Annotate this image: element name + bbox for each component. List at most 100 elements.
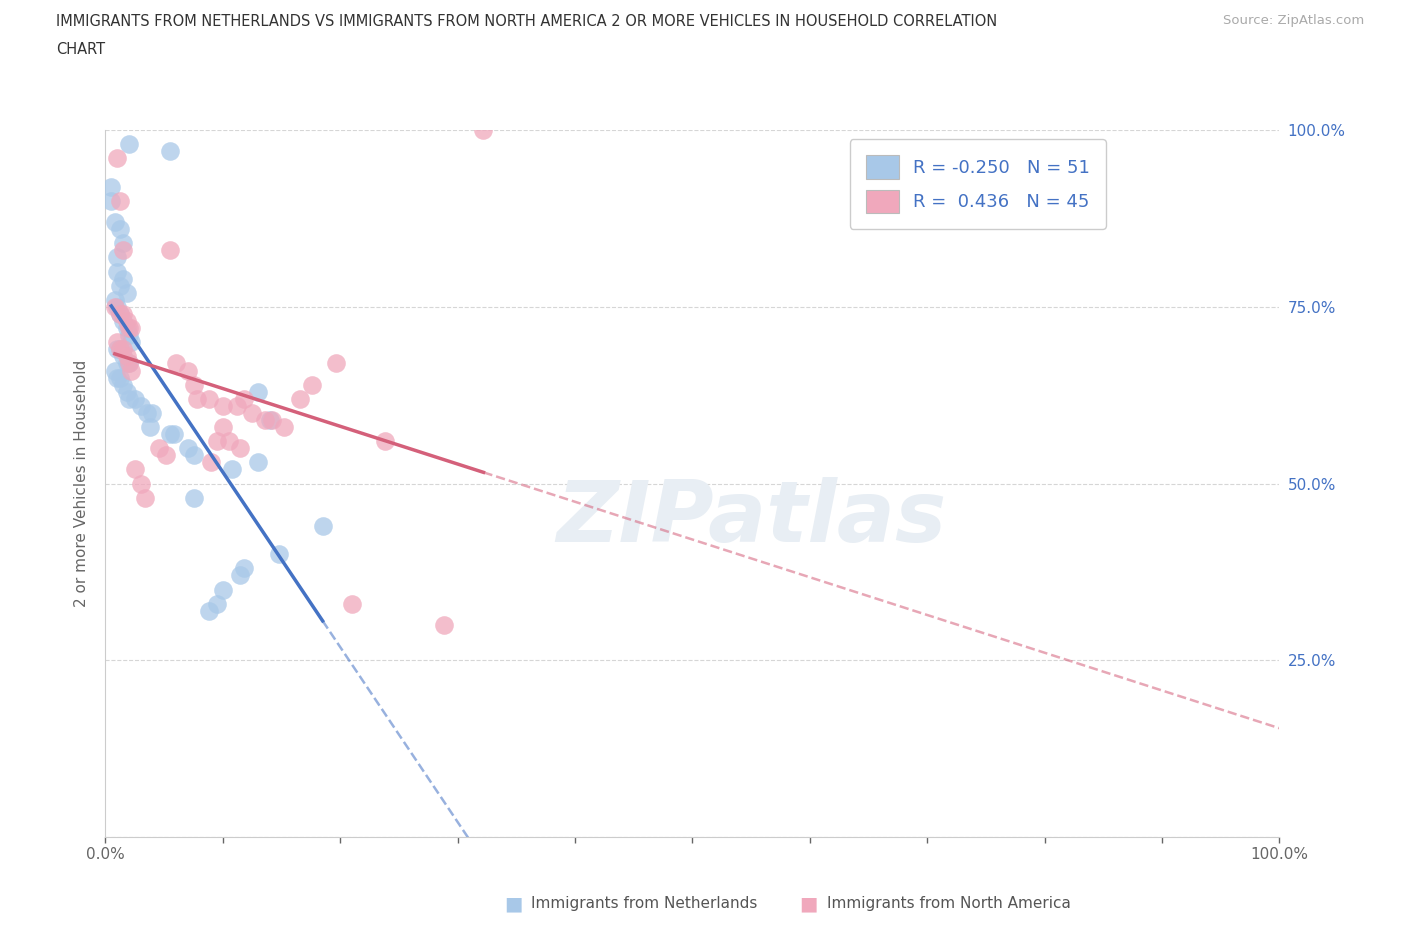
- Point: [100, 179, 122, 194]
- Legend: R = -0.250   N = 51, R =  0.436   N = 45: R = -0.250 N = 51, R = 0.436 N = 45: [849, 140, 1107, 229]
- Point: [120, 335, 142, 350]
- Point: [162, 427, 184, 442]
- Point: [148, 441, 170, 456]
- Point: [311, 519, 333, 534]
- Point: [118, 356, 141, 371]
- Text: Source: ZipAtlas.com: Source: ZipAtlas.com: [1223, 14, 1364, 27]
- Text: IMMIGRANTS FROM NETHERLANDS VS IMMIGRANTS FROM NORTH AMERICA 2 OR MORE VEHICLES : IMMIGRANTS FROM NETHERLANDS VS IMMIGRANT…: [56, 14, 997, 29]
- Point: [124, 392, 146, 406]
- Point: [432, 618, 454, 632]
- Point: [139, 419, 162, 434]
- Text: ■: ■: [503, 895, 523, 913]
- Point: [183, 378, 205, 392]
- Point: [115, 384, 138, 399]
- Point: [226, 398, 249, 413]
- Point: [197, 604, 219, 618]
- Point: [200, 455, 222, 470]
- Point: [218, 433, 240, 448]
- Point: [112, 378, 135, 392]
- Point: [211, 398, 233, 413]
- Point: [124, 462, 146, 477]
- Point: [120, 321, 142, 336]
- Point: [118, 327, 141, 342]
- Point: [115, 349, 138, 364]
- Point: [240, 405, 263, 420]
- Point: [259, 413, 281, 428]
- Point: [197, 392, 219, 406]
- Point: [100, 193, 122, 208]
- Point: [129, 476, 152, 491]
- Point: [104, 299, 127, 314]
- Point: [104, 363, 127, 378]
- Point: [108, 307, 131, 322]
- Point: [108, 221, 131, 236]
- Point: [118, 392, 141, 406]
- Point: [129, 398, 152, 413]
- Point: [301, 378, 323, 392]
- Point: [273, 419, 295, 434]
- Point: [108, 278, 131, 293]
- Point: [374, 433, 396, 448]
- Point: [186, 392, 208, 406]
- Point: [108, 342, 131, 357]
- Text: CHART: CHART: [56, 42, 105, 57]
- Point: [112, 243, 135, 258]
- Point: [104, 292, 127, 307]
- Point: [221, 462, 243, 477]
- Point: [229, 441, 252, 456]
- Point: [112, 307, 135, 322]
- Point: [105, 250, 128, 265]
- Point: [105, 299, 128, 314]
- Point: [229, 568, 252, 583]
- Point: [115, 313, 138, 328]
- Point: [112, 349, 135, 364]
- Point: [269, 547, 291, 562]
- Point: [112, 236, 135, 251]
- Text: Immigrants from North America: Immigrants from North America: [827, 897, 1070, 911]
- Point: [108, 193, 131, 208]
- Point: [472, 123, 495, 138]
- Point: [325, 356, 347, 371]
- Text: ■: ■: [799, 895, 818, 913]
- Point: [165, 356, 187, 371]
- Point: [105, 151, 128, 166]
- Point: [233, 392, 256, 406]
- Y-axis label: 2 or more Vehicles in Household: 2 or more Vehicles in Household: [75, 360, 90, 607]
- Point: [159, 144, 181, 159]
- Point: [115, 286, 138, 300]
- Point: [115, 356, 138, 371]
- Point: [247, 384, 270, 399]
- Point: [211, 419, 233, 434]
- Point: [112, 313, 135, 328]
- Point: [176, 441, 198, 456]
- Point: [118, 137, 141, 152]
- Text: ZIPatlas: ZIPatlas: [555, 477, 946, 561]
- Point: [183, 448, 205, 463]
- Point: [211, 582, 233, 597]
- Point: [159, 427, 181, 442]
- Point: [262, 413, 284, 428]
- Point: [108, 342, 131, 357]
- Point: [135, 405, 157, 420]
- Point: [340, 596, 363, 611]
- Point: [105, 335, 128, 350]
- Point: [183, 490, 205, 505]
- Point: [118, 321, 141, 336]
- Point: [118, 356, 141, 371]
- Point: [176, 363, 198, 378]
- Point: [105, 264, 128, 279]
- Text: Immigrants from Netherlands: Immigrants from Netherlands: [531, 897, 758, 911]
- Point: [205, 433, 228, 448]
- Point: [112, 272, 135, 286]
- Point: [105, 342, 128, 357]
- Point: [134, 490, 156, 505]
- Point: [290, 392, 312, 406]
- Point: [141, 405, 163, 420]
- Point: [105, 370, 128, 385]
- Point: [108, 307, 131, 322]
- Point: [247, 455, 270, 470]
- Point: [233, 561, 256, 576]
- Point: [205, 596, 228, 611]
- Point: [120, 363, 142, 378]
- Point: [104, 215, 127, 230]
